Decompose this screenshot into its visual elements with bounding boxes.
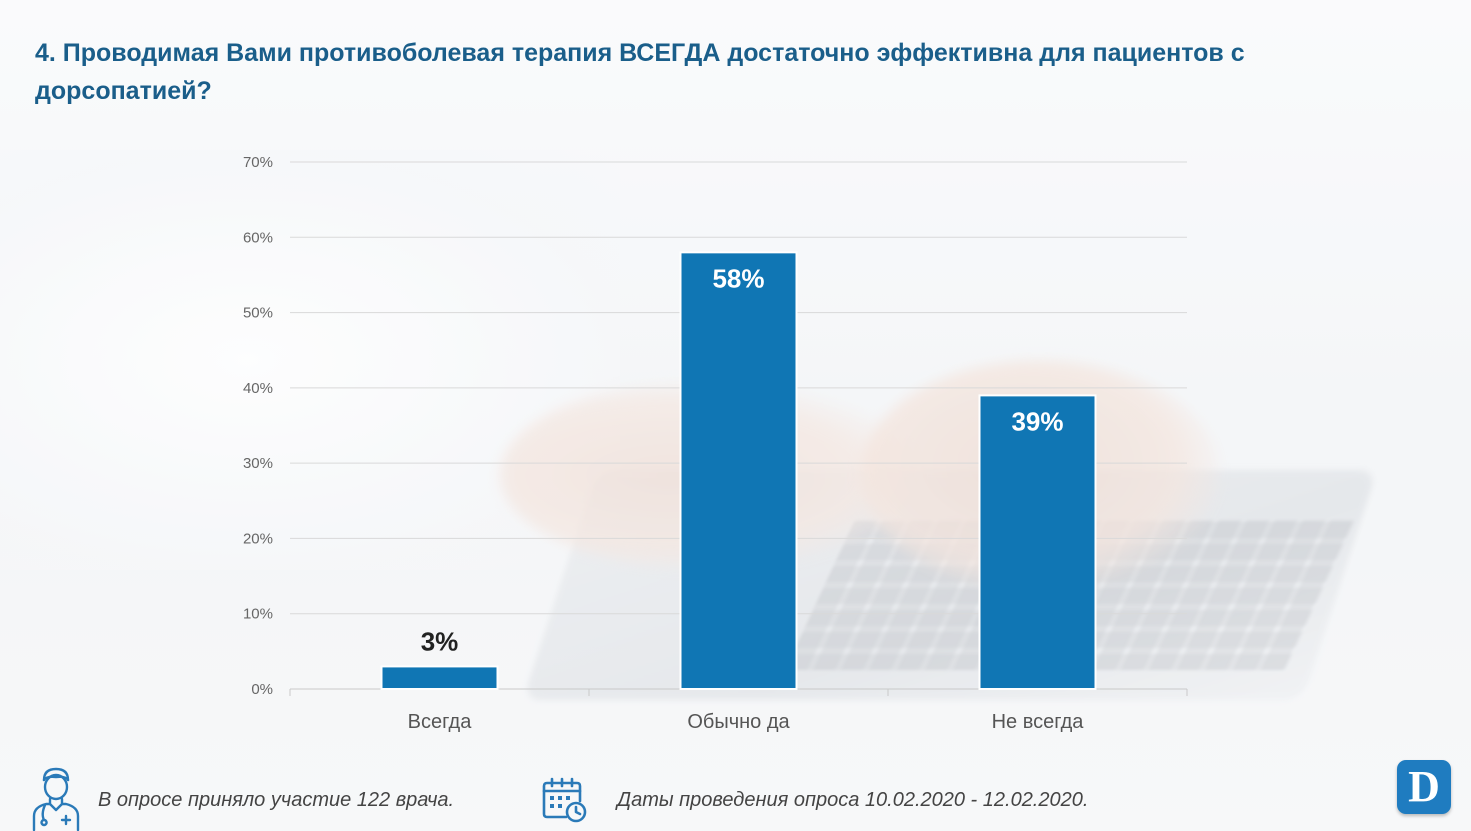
data-label: 3%	[421, 626, 459, 656]
y-tick-label: 0%	[251, 681, 273, 698]
doctor-icon	[32, 767, 80, 831]
y-tick-label: 10%	[243, 606, 273, 623]
y-tick-label: 20%	[243, 530, 273, 547]
x-tick-label: Не всегда	[992, 711, 1085, 733]
data-label: 58%	[712, 263, 764, 293]
y-tick-label: 30%	[243, 455, 273, 472]
y-tick-label: 60%	[243, 229, 273, 246]
bar	[978, 394, 1097, 690]
brand-logo: D	[1397, 760, 1451, 814]
x-tick-label: Обычно да	[687, 711, 790, 733]
y-tick-label: 70%	[243, 154, 273, 171]
bar	[679, 251, 798, 690]
bar	[380, 665, 499, 691]
y-tick-label: 40%	[243, 380, 273, 397]
slide-title: 4. Проводимая Вами противоболевая терапи…	[35, 39, 1245, 105]
data-label: 39%	[1011, 406, 1063, 436]
y-tick-label: 50%	[243, 305, 273, 322]
survey-dates-note: Даты проведения опроса 10.02.2020 - 12.0…	[617, 789, 1089, 811]
participants-note: В опросе приняло участие 122 врача.	[98, 789, 455, 811]
x-tick-label: Всегда	[408, 711, 473, 733]
calendar-icon	[542, 777, 587, 823]
